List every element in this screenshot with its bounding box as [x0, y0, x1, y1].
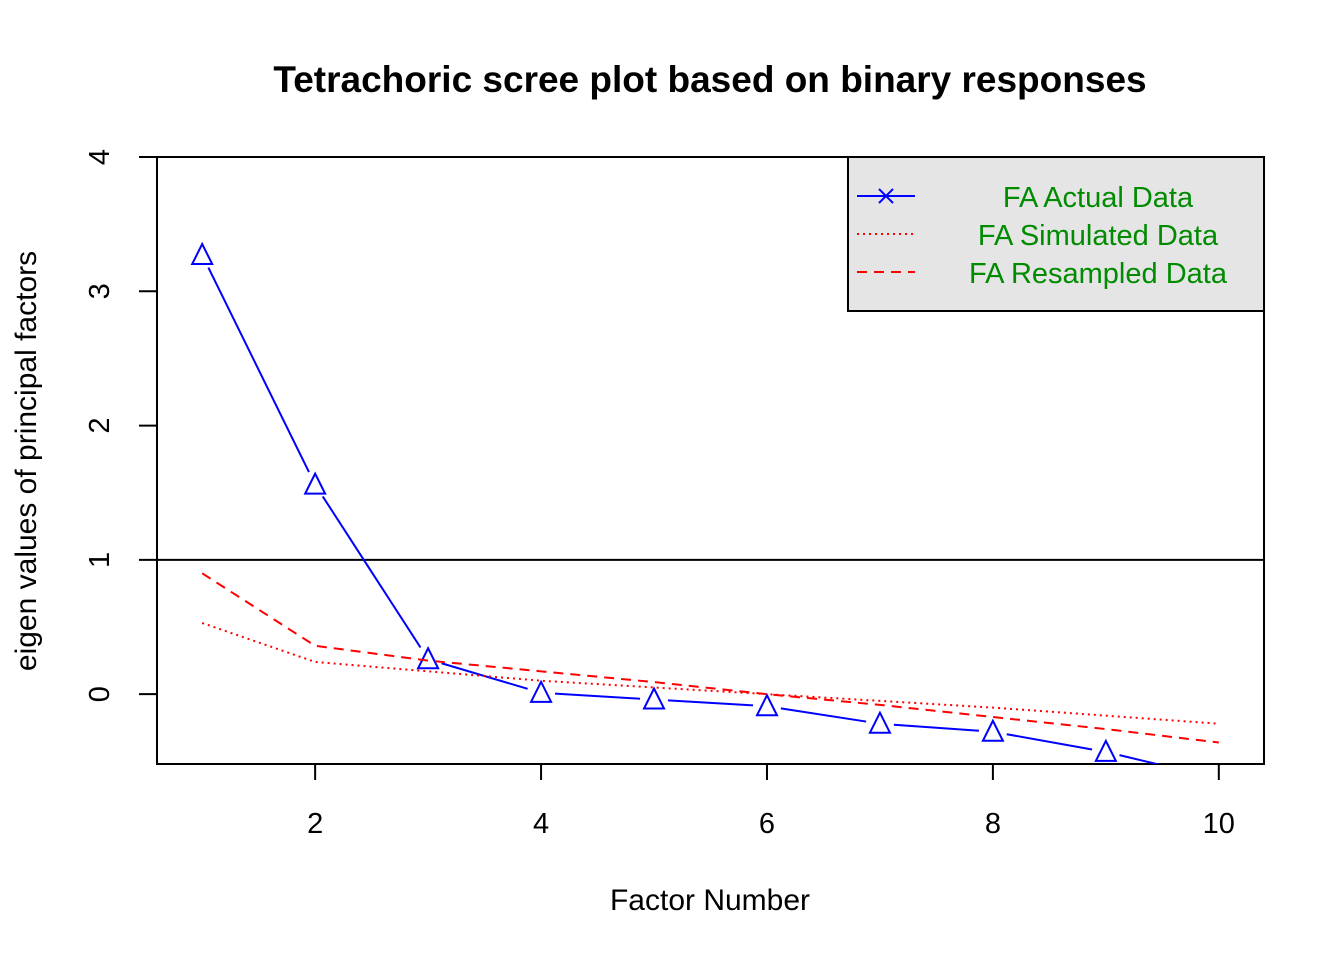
series-line-segment [207, 267, 310, 473]
legend-label: FA Resampled Data [969, 258, 1228, 290]
x-axis-label: Factor Number [610, 884, 810, 917]
x-tick-label: 2 [307, 808, 323, 840]
series-line-dashed [201, 572, 1219, 744]
legend-x-marker [878, 188, 894, 204]
series-layer [190, 241, 1219, 764]
data-point-triangle [190, 241, 214, 266]
data-point-triangle [529, 679, 553, 703]
series-line-segment [1119, 754, 1162, 764]
data-point-triangle [642, 686, 666, 710]
x-tick-label: 4 [533, 808, 549, 840]
y-axis-label: eigen values of principal factors [10, 251, 43, 671]
series-line-dotted [201, 622, 1219, 725]
y-tick-label: 1 [84, 552, 116, 568]
series-line-segment [554, 692, 641, 700]
data-point-triangle [1094, 738, 1118, 762]
x-tick-label: 8 [985, 808, 1001, 840]
data-point-triangle [981, 718, 1005, 742]
y-tick-label: 4 [84, 149, 116, 165]
series-line-segment [667, 699, 754, 707]
series-line-segment [893, 723, 980, 732]
legend-label: FA Actual Data [1003, 182, 1194, 214]
series-line-segment [1006, 733, 1093, 751]
data-point-triangle [416, 646, 440, 670]
series-line-segment [780, 707, 867, 723]
series-line-segment [321, 495, 422, 649]
x-tick-label: 10 [1203, 808, 1235, 840]
x-tick-label: 6 [759, 808, 775, 840]
data-point-triangle [303, 471, 327, 495]
data-point-triangle [868, 710, 892, 734]
chart-title: Tetrachoric scree plot based on binary r… [273, 59, 1146, 100]
legend: FA Actual Data FA Simulated Data FA Resamp… [847, 156, 1265, 312]
y-tick-label: 0 [84, 686, 116, 702]
y-tick-label: 3 [84, 283, 116, 299]
data-point-triangle [755, 693, 779, 717]
legend-label: FA Simulated Data [978, 220, 1219, 252]
legend-box [847, 156, 1265, 312]
y-tick-label: 2 [84, 418, 116, 434]
